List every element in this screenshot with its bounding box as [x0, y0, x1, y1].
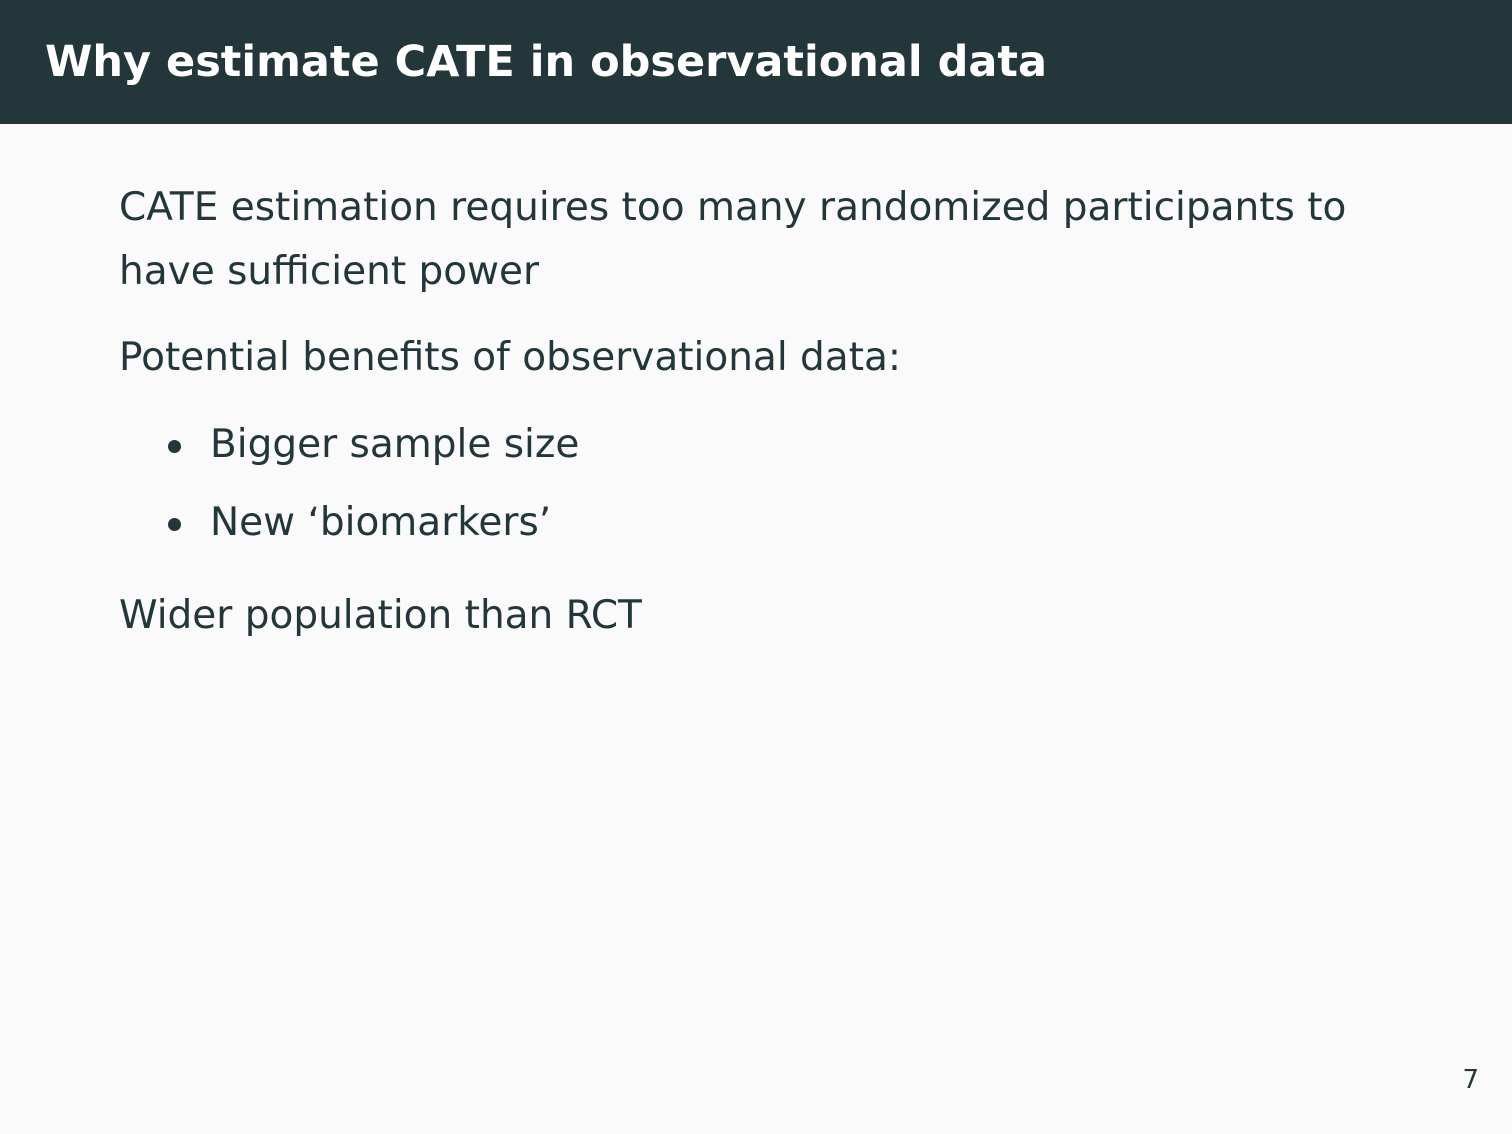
bullet-text: Bigger sample size — [210, 422, 580, 467]
bullet-dot-icon — [168, 440, 181, 453]
slide-header-bar: Why estimate CATE in observational data — [0, 0, 1512, 124]
slide-body: CATE estimation requires too many random… — [119, 176, 1419, 648]
paragraph-power: CATE estimation requires too many random… — [119, 185, 1347, 294]
bullet-item: Bigger sample size — [119, 406, 1419, 484]
bullet-dot-icon — [168, 518, 181, 531]
benefits-bullet-list: Bigger sample size New ‘biomarkers’ — [119, 406, 1419, 562]
page-number: 7 — [1462, 1065, 1479, 1095]
bullet-item: New ‘biomarkers’ — [119, 484, 1419, 562]
bullet-text: New ‘biomarkers’ — [210, 500, 552, 545]
paragraph-benefits-intro: Potential benefits of observational data… — [119, 335, 902, 380]
paragraph-wider-population: Wider population than RCT — [119, 593, 642, 638]
slide-title: Why estimate CATE in observational data — [45, 37, 1047, 87]
